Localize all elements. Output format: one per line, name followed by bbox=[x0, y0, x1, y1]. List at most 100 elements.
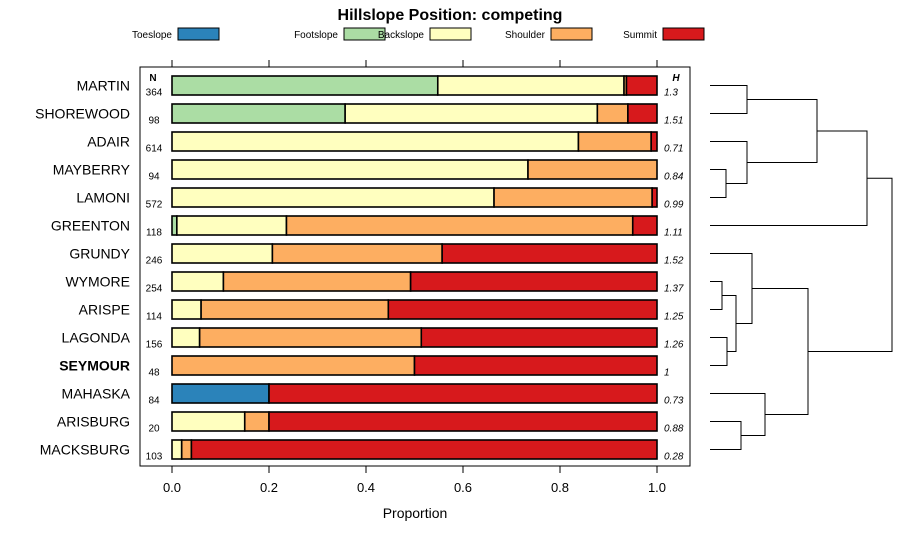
h-value: 1.52 bbox=[664, 256, 684, 267]
category-label: GRUNDY bbox=[69, 246, 130, 262]
bar-segment-shoulder bbox=[243, 411, 270, 432]
bar-row-lagonda: LAGONDA 156 1.26 bbox=[62, 327, 684, 351]
bar-segment-shoulder bbox=[200, 299, 390, 320]
n-value: 114 bbox=[146, 312, 162, 323]
legend-swatch-summit bbox=[662, 27, 705, 41]
dendrogram-branch bbox=[710, 169, 727, 198]
dendrogram-branch bbox=[710, 253, 753, 324]
n-value: 94 bbox=[148, 172, 160, 183]
bar-segment-shoulder bbox=[271, 243, 443, 264]
legend-label-footslope: Footslope bbox=[294, 30, 338, 41]
bar-segment-toeslope bbox=[171, 383, 270, 404]
n-value: 246 bbox=[146, 256, 163, 267]
h-value: 1 bbox=[664, 368, 670, 379]
x-tick-label: 1.0 bbox=[648, 480, 666, 495]
category-label: WYMORE bbox=[65, 274, 130, 290]
bar-segment-shoulder bbox=[285, 215, 634, 236]
bar-segment-summit bbox=[441, 243, 658, 264]
legend-swatch-shoulder bbox=[550, 27, 593, 41]
legend: Toeslope Footslope Backslope Shoulder Summit bbox=[132, 27, 705, 41]
bar-segment-summit bbox=[387, 299, 658, 320]
bar-row-shorewood: SHOREWOOD 98 1.51 bbox=[35, 103, 683, 127]
bar-row-macksburg: MACKSBURG 103 0.28 bbox=[40, 439, 684, 463]
bar-segment-summit bbox=[190, 439, 658, 460]
bar-segment-backslope bbox=[171, 327, 201, 348]
bar-row-seymour: SEYMOUR 48 1 bbox=[59, 355, 670, 379]
n-value: 156 bbox=[146, 340, 163, 351]
bar-segment-shoulder bbox=[527, 159, 658, 180]
x-tick-label: 0.6 bbox=[454, 480, 472, 495]
bar-segment-backslope bbox=[171, 271, 225, 292]
chart-title: Hillslope Position: competing bbox=[338, 7, 563, 24]
bar-row-greenton: GREENTON 118 1.11 bbox=[51, 215, 683, 239]
dendrogram-branch bbox=[808, 177, 893, 352]
h-value: 1.11 bbox=[664, 228, 683, 239]
n-value: 84 bbox=[148, 396, 160, 407]
h-value: 0.84 bbox=[664, 172, 684, 183]
h-value: 1.3 bbox=[664, 88, 678, 99]
bar-segment-summit bbox=[627, 103, 658, 124]
bar-segment-summit bbox=[413, 355, 658, 376]
bar-segment-backslope bbox=[436, 75, 625, 96]
bar-segment-shoulder bbox=[493, 187, 653, 208]
n-value: 103 bbox=[146, 452, 163, 463]
dendrogram-branch bbox=[710, 130, 868, 226]
category-label: GREENTON bbox=[51, 218, 130, 234]
category-label: ARISBURG bbox=[57, 414, 130, 430]
n-value: 48 bbox=[148, 368, 160, 379]
bar-segment-footslope bbox=[171, 75, 439, 96]
n-value: 572 bbox=[146, 200, 163, 211]
bar-segment-backslope bbox=[176, 215, 288, 236]
bar-segment-summit bbox=[420, 327, 658, 348]
n-value: 118 bbox=[146, 228, 162, 239]
plot-panel bbox=[139, 66, 691, 467]
legend-label-summit: Summit bbox=[623, 30, 657, 41]
n-value: 614 bbox=[146, 144, 163, 155]
h-value: 1.25 bbox=[664, 312, 684, 323]
h-value: 1.37 bbox=[664, 284, 684, 295]
bar-segment-backslope bbox=[171, 159, 529, 180]
x-tick-label: 0.4 bbox=[357, 480, 375, 495]
dendrogram-branch bbox=[710, 337, 728, 366]
h-value: 1.26 bbox=[664, 340, 684, 351]
bar-segment-shoulder bbox=[222, 271, 412, 292]
h-value: 1.51 bbox=[664, 116, 683, 127]
bar-segment-shoulder bbox=[180, 439, 193, 460]
h-value: 0.88 bbox=[664, 424, 684, 435]
bar-segment-shoulder bbox=[596, 103, 629, 124]
category-label: MARTIN bbox=[77, 78, 130, 94]
legend-label-shoulder: Shoulder bbox=[505, 30, 546, 41]
bar-rows: MARTIN 364 1.3 SHOREWOOD 98 1.51 ADAIR 614 0.71 M… bbox=[35, 75, 684, 463]
category-label: MAHASKA bbox=[62, 386, 131, 402]
bar-segment-backslope bbox=[171, 243, 274, 264]
n-value: 98 bbox=[148, 116, 160, 127]
bar-segment-summit bbox=[625, 75, 658, 96]
bar-row-wymore: WYMORE 254 1.37 bbox=[65, 271, 684, 295]
category-label: MAYBERRY bbox=[53, 162, 131, 178]
dendrogram-branch bbox=[710, 281, 723, 310]
bar-row-lamoni: LAMONI 572 0.99 bbox=[76, 187, 684, 211]
bar-row-martin: MARTIN 364 1.3 bbox=[77, 75, 678, 99]
bar-row-mayberry: MAYBERRY 94 0.84 bbox=[53, 159, 684, 183]
bar-segment-backslope bbox=[171, 131, 580, 152]
category-label: ARISPE bbox=[79, 302, 130, 318]
bar-row-arisburg: ARISBURG 20 0.88 bbox=[57, 411, 684, 435]
x-tick-label: 0.2 bbox=[260, 480, 278, 495]
category-label: LAMONI bbox=[76, 190, 130, 206]
legend-label-toeslope: Toeslope bbox=[132, 30, 172, 41]
n-column-header: N bbox=[149, 73, 156, 84]
x-axis-label: Proportion bbox=[383, 505, 448, 521]
bar-segment-shoulder bbox=[171, 355, 416, 376]
dendrogram-branch bbox=[722, 295, 737, 352]
bar-row-grundy: GRUNDY 246 1.52 bbox=[69, 243, 684, 267]
h-value: 0.71 bbox=[664, 144, 683, 155]
dendrogram bbox=[710, 85, 893, 450]
dendrogram-branch bbox=[710, 393, 766, 436]
x-axis: 0.0 0.2 0.4 0.6 0.8 1.0 bbox=[163, 60, 666, 495]
dendrogram-branch bbox=[710, 85, 748, 114]
h-value: 0.99 bbox=[664, 200, 684, 211]
bar-segment-backslope bbox=[171, 411, 246, 432]
legend-swatch-backslope bbox=[429, 27, 472, 41]
bar-segment-backslope bbox=[171, 187, 495, 208]
h-value: 0.73 bbox=[664, 396, 684, 407]
